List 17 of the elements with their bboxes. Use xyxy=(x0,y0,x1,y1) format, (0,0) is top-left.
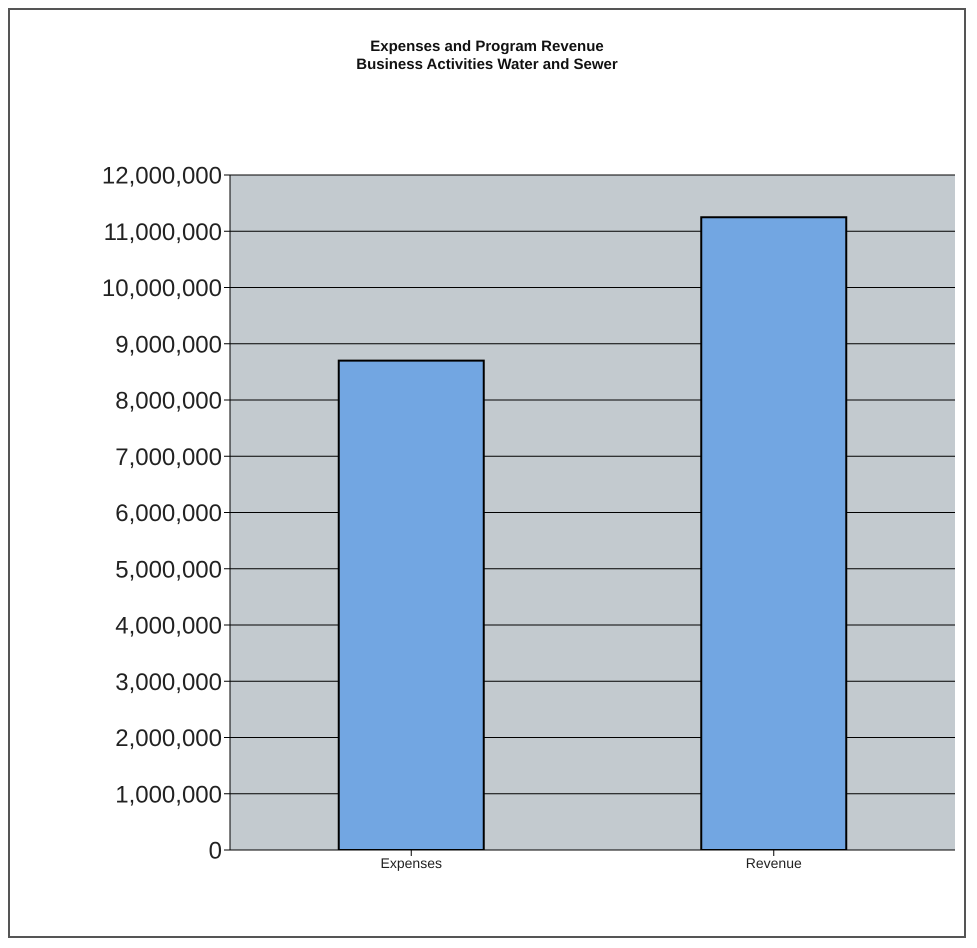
y-tick-label: 5,000,000 xyxy=(115,556,222,584)
y-tick-label: 11,000,000 xyxy=(104,218,222,246)
y-tick-label: 7,000,000 xyxy=(115,444,222,471)
chart-title: Expenses and Program Revenue xyxy=(369,38,605,56)
y-tick-label: 1,000,000 xyxy=(115,781,222,808)
y-tick-label: 4,000,000 xyxy=(115,612,222,640)
x-tick-label: Revenue xyxy=(746,854,802,871)
y-tick-label: 2,000,000 xyxy=(115,725,222,752)
y-tick-label: 8,000,000 xyxy=(115,388,222,415)
y-tick-label: 9,000,000 xyxy=(115,331,222,358)
y-tick-label: 3,000,000 xyxy=(115,668,222,696)
y-tick-label: 6,000,000 xyxy=(115,500,222,528)
y-tick-label: 12,000,000 xyxy=(102,162,222,190)
y-tick-label: 10,000,000 xyxy=(102,275,222,302)
chart-subtitle: Business Activities Water and Sewer xyxy=(355,56,619,74)
y-tick-label: 0 xyxy=(208,838,222,865)
x-tick-label: Expenses xyxy=(380,854,442,871)
